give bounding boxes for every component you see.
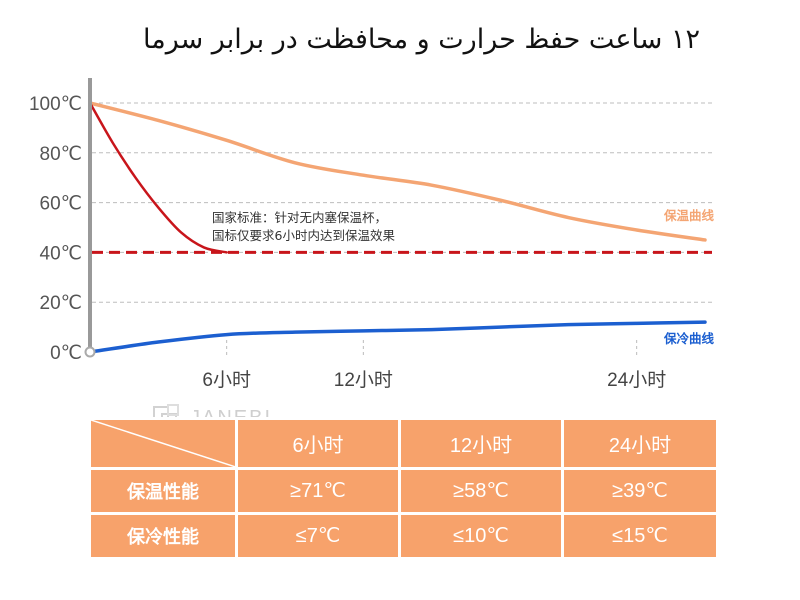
annotation-line-1: 国家标准：针对无内塞保温杯， [212,210,387,225]
national-standard-curve [88,101,228,254]
table-cell: ≤7℃ [235,511,401,561]
series-group [88,101,707,354]
y-tick-label: 20℃ [40,293,82,314]
table-cell: ≥71℃ [235,466,401,515]
table-cell: ≥58℃ [398,466,564,515]
table-cell: ≥39℃ [561,466,719,515]
temperature-chart: 0℃ 20℃ 40℃ 60℃ 80℃ 100℃ 6小时 12小时 24小时 国家标准：针对无内… [29,78,715,391]
y-axis-ticks: 0℃ 20℃ 40℃ 60℃ 80℃ 100℃ [29,94,82,364]
y-tick-label: 0℃ [50,343,82,364]
table-corner-cell [88,417,238,470]
series-label-warm: 保温曲线 [663,208,715,223]
cold-keeping-curve [88,320,707,354]
table-row: 保冷性能 ≤7℃ ≤10℃ ≤15℃ [88,511,719,561]
x-tick-label: 12小时 [334,369,393,391]
warm-keeping-curve [88,101,707,242]
table-cell: ≤15℃ [561,511,719,561]
y-tick-label: 100℃ [29,94,82,115]
chart-grid [92,102,712,303]
table-header-24h: 24小时 [561,417,719,470]
y-tick-label: 40℃ [40,243,82,264]
x-axis-ticks: 6小时 12小时 24小时 [202,340,666,391]
y-tick-label: 80℃ [40,144,82,165]
corner-diagonal [91,420,235,467]
row-label-warm: 保温性能 [88,466,238,515]
row-label-cold: 保冷性能 [88,511,238,561]
x-tick-label: 24小时 [607,369,666,391]
table-header-6h: 6小时 [235,417,401,470]
x-tick-label: 6小时 [202,369,251,391]
table-row: 保温性能 ≥71℃ ≥58℃ ≥39℃ [88,466,719,515]
y-tick-label: 60℃ [40,194,82,215]
table-header-12h: 12小时 [398,417,564,470]
series-label-cold: 保冷曲线 [663,331,715,346]
table-header-row: 6小时 12小时 24小时 [88,417,719,470]
annotation-line-2: 国标仅要求6小时内达到保温效果 [212,228,395,243]
origin-marker [84,346,96,358]
page-title: ۱۲ ساعت حفظ حرارت و محافظت در برابر سرما [143,24,700,55]
table-cell: ≤10℃ [398,511,564,561]
performance-table: 6小时 12小时 24小时 保温性能 ≥71℃ ≥58℃ ≥39℃ 保冷性能 ≤… [88,417,719,561]
